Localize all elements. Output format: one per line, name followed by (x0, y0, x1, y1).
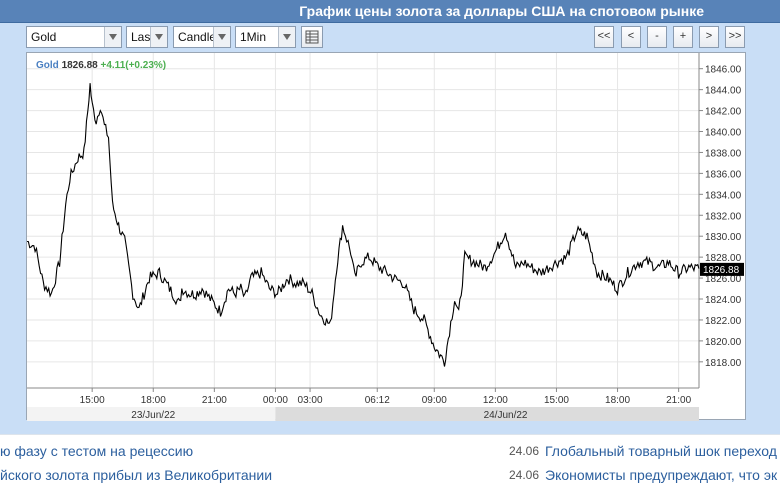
y-tick-label: 1838.00 (705, 148, 742, 159)
interval-select[interactable]: 1Min (235, 26, 296, 48)
x-tick-label: 21:00 (202, 395, 227, 406)
title-bar: График цены золота за доллары США на спо… (0, 0, 780, 23)
zoom-in-button[interactable]: + (673, 26, 693, 48)
news-date: 24.06 (509, 444, 540, 458)
news-link[interactable]: Глобальный товарный шок переход (545, 443, 777, 459)
y-tick-label: 1826.00 (705, 274, 742, 285)
price-series-line (27, 83, 700, 367)
chart-panel: График цены золота за доллары США на спо… (0, 0, 780, 434)
y-tick-label: 1840.00 (705, 128, 742, 139)
y-tick-label: 1846.00 (705, 65, 742, 76)
price-type-select-value: Last (131, 30, 154, 44)
y-tick-label: 1844.00 (705, 86, 742, 97)
chevron-down-icon (213, 27, 230, 47)
y-tick-label: 1832.00 (705, 211, 742, 222)
zoom-out-button[interactable]: - (647, 26, 667, 48)
x-tick-label: 21:00 (666, 395, 691, 406)
x-tick-label: 15:00 (544, 395, 569, 406)
chart-settings-button[interactable] (301, 26, 323, 48)
chevron-down-icon (104, 27, 121, 47)
interval-select-value: 1Min (240, 30, 267, 44)
y-tick-label: 1824.00 (705, 295, 742, 306)
x-tick-label: 06:12 (365, 395, 390, 406)
chevron-down-icon (150, 27, 167, 47)
nav-next-button[interactable]: > (699, 26, 719, 48)
symbol-select-value: Gold (31, 30, 57, 44)
symbol-select[interactable]: Gold (26, 26, 122, 48)
x-tick-label: 03:00 (298, 395, 323, 406)
y-tick-label: 1822.00 (705, 316, 742, 327)
table-icon (305, 30, 319, 44)
y-tick-label: 1828.00 (705, 253, 742, 264)
x-tick-label: 00:00 (263, 395, 288, 406)
x-tick-label: 09:00 (422, 395, 447, 406)
price-type-select[interactable]: Last (126, 26, 168, 48)
nav-prev-button[interactable]: < (621, 26, 641, 48)
y-tick-label: 1818.00 (705, 358, 742, 369)
chart-type-select[interactable]: Candle (173, 26, 231, 48)
news-date: 24.06 (509, 468, 540, 482)
news-link[interactable]: ю фазу с тестом на рецессию (0, 443, 194, 459)
news-link[interactable]: йского золота прибыл из Великобритании (0, 467, 273, 483)
chart-legend: Gold 1826.88 +4.11(+0.23%) (36, 60, 166, 71)
date-band (27, 407, 276, 421)
last-price-label: 1826.88 (703, 265, 740, 276)
y-tick-label: 1842.00 (705, 107, 742, 118)
legend-price: 1826.88 (62, 60, 101, 71)
page-title: График цены золота за доллары США на спо… (299, 3, 704, 19)
last-price-tag (700, 262, 744, 276)
legend-symbol: Gold (36, 60, 62, 71)
y-tick-label: 1830.00 (705, 232, 742, 243)
chart-type-select-value: Candle (178, 30, 217, 44)
x-tick-label: 18:00 (141, 395, 166, 406)
x-tick-label: 18:00 (605, 395, 630, 406)
x-tick-label: 15:00 (80, 395, 105, 406)
y-tick-label: 1836.00 (705, 169, 742, 180)
price-chart[interactable]: 1846.00 1844.00 1842.00 1840.00 1838.00 1836.… (26, 52, 747, 421)
nav-last-button[interactable]: >> (725, 26, 745, 48)
y-tick-label: 1820.00 (705, 337, 742, 348)
price-chart-svg[interactable]: 1846.00 1844.00 1842.00 1840.00 1838.00 1836.… (27, 53, 747, 421)
x-tick-label: 12:00 (483, 395, 508, 406)
date-label: 24/Jun/22 (484, 410, 528, 421)
date-band (275, 407, 699, 421)
date-label: 23/Jun/22 (131, 410, 175, 421)
legend-change: +4.11(+0.23%) (101, 60, 167, 71)
news-link[interactable]: Экономисты предупреждают, что эк (545, 467, 778, 483)
nav-first-button[interactable]: << (594, 26, 614, 48)
news-list: 24.06 24.06 ю фазу с тестом на рецессию … (0, 434, 780, 483)
chevron-down-icon (278, 27, 295, 47)
y-tick-label: 1834.00 (705, 190, 742, 201)
